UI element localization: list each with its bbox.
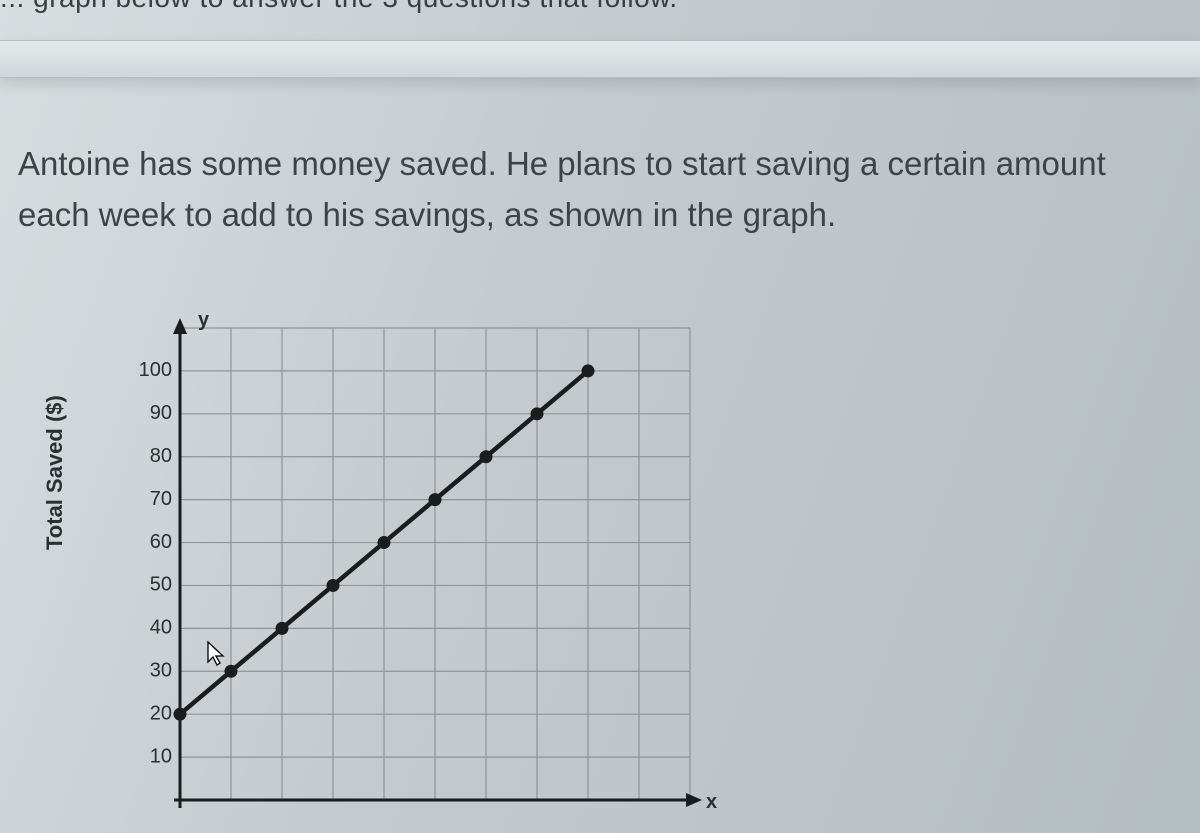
y-tick-label: 60 (150, 531, 172, 553)
x-axis-arrow (686, 793, 702, 807)
y-tick-label: 10 (150, 745, 172, 767)
question-prompt: Antoine has some money saved. He plans t… (18, 138, 1180, 240)
y-tick-label: 80 (150, 445, 172, 467)
y-axis-letter: y (198, 310, 210, 331)
cutoff-instruction-text: ... graph below to answer the 3 question… (0, 0, 1200, 14)
y-tick-label: 70 (150, 488, 172, 510)
data-point (480, 450, 493, 463)
data-point (327, 579, 340, 592)
data-point (531, 407, 544, 420)
y-tick-label: 40 (150, 617, 172, 639)
savings-chart: Total Saved ($) 102030405060708090100yx (70, 310, 720, 830)
y-axis-arrow (173, 318, 187, 334)
data-point (429, 493, 442, 506)
header-text: ... graph below to answer the 3 question… (0, 0, 678, 13)
y-axis-title: Total Saved ($) (42, 395, 68, 550)
y-tick-label: 30 (150, 660, 172, 682)
data-point (378, 536, 391, 549)
data-point (225, 665, 238, 678)
page-root: ... graph below to answer the 3 question… (0, 0, 1200, 833)
chart-svg: 10 20 30 40 50 60 70 80 90 100 y x (130, 310, 720, 830)
question-body: Antoine has some money saved. He plans t… (18, 145, 1106, 233)
x-axis-letter: x (706, 791, 717, 813)
data-point (276, 622, 289, 635)
y-tick-label: 50 (150, 574, 172, 596)
y-tick-label: 20 (150, 702, 172, 724)
data-point (174, 708, 187, 721)
section-divider (0, 40, 1200, 78)
data-point (582, 364, 595, 377)
y-tick-label: 90 (150, 402, 172, 424)
y-tick-label: 100 (139, 359, 172, 381)
